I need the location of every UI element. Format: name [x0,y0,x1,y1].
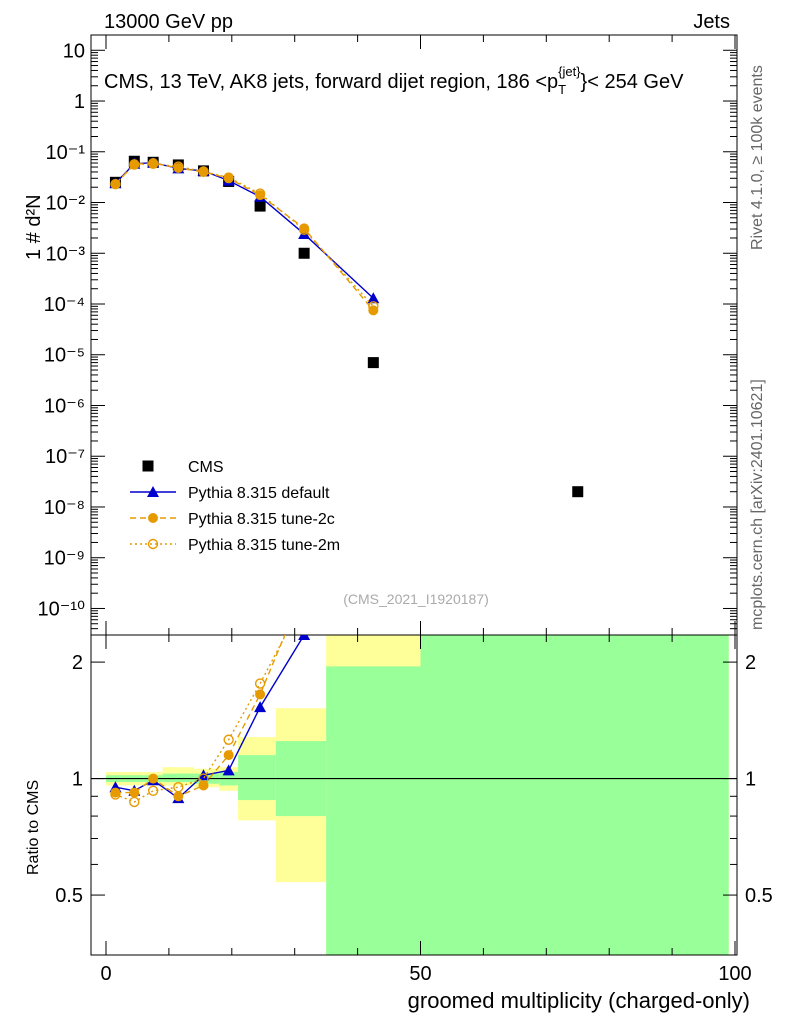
y-tick-label: 10⁻⁸ [44,497,85,519]
ratio-frame [90,634,738,956]
legend-marker [147,538,159,550]
series-point [198,166,209,177]
series-point [198,166,209,177]
series-point [298,224,310,235]
y-tick-label: 10⁻¹ [46,142,86,164]
series-point [254,188,266,199]
header-right: Jets [693,11,730,33]
series-point [298,227,311,239]
series-point [367,292,380,304]
legend-label: CMS [188,459,224,476]
y-tick-label: 10⁻⁷ [45,446,85,468]
ratio-point [148,773,159,784]
legend: CMS Pythia 8.315 default Pythia 8.315 tune… [130,459,340,554]
legend-marker [147,486,159,497]
ratio-tick-label-r: 2 [745,652,756,674]
series-point [129,159,140,170]
series-point [147,158,159,169]
y-tick-label: 10⁻¹⁰ [38,598,85,620]
cms-point [367,357,379,369]
series-point [368,301,379,312]
legend-label: Pythia 8.315 tune-2m [188,537,340,554]
ratio-point [198,773,209,784]
ratio-series [109,583,311,808]
cms-point [572,486,584,498]
ratio-tick-label-r: 0.5 [745,885,773,907]
ratio-point [223,750,234,761]
series-point [173,161,184,172]
x-axis-label: groomed multiplicity (charged-only) [408,988,750,1013]
ratio-tick-label-l: 1 [72,769,83,791]
x-tick-label: 100 [718,963,751,985]
ratio-point [299,583,309,593]
main-series [109,155,584,498]
band-green-8 [326,666,421,955]
ratio-axis-label: Ratio to CMS [25,780,42,875]
band-green-6 [238,755,276,801]
ratio-point [254,678,266,689]
title-main: CMS, 13 TeV, AK8 jets, forward dijet reg… [104,71,558,93]
x-tick-label: 0 [100,963,111,985]
y-tick-label: 10⁻³ [46,243,86,265]
series-point [110,178,121,190]
ratio-bands [106,635,729,955]
y-tick-label: 10⁻² [46,193,86,215]
ratio-tick-label-l: 0.5 [55,885,83,907]
legend-label: Pythia 8.315 default [188,485,330,502]
main-plot: 10 1 10⁻¹ 10⁻² 10⁻³ 10⁻⁴ 10⁻⁵ 10⁻⁶ 10⁻⁷ 10⁻⁸ 10⁻⁹ 1… [38,34,738,636]
series-line [114,163,374,307]
ratio-point [254,701,267,713]
ratio-tick-label-l: 2 [72,652,83,674]
y-tick-label: 10⁻⁴ [44,294,85,316]
series-line [114,161,374,299]
ratio-plot: 0 50 100 0.5 0.5 1 1 2 2 [55,583,773,985]
ratio-point [129,796,140,808]
title-sup: {jet} [558,64,581,79]
mcplots-label: mcplots.cern.ch [arXiv:2401.10621] [749,379,766,630]
title-sub: T [558,82,566,97]
series-point [223,172,234,183]
ratio-point [173,782,184,793]
x-tick-label: 50 [409,963,431,985]
cms-point [254,200,266,212]
y-axis-label: 1 # d²N [23,194,45,260]
y-tick-label: 10 [63,40,85,62]
y-tick-label: 10⁻⁵ [44,345,85,367]
legend-cms-marker [142,460,154,472]
y-tick-label: 10⁻⁶ [44,395,85,417]
ratio-point [129,787,140,798]
ratio-point [222,764,235,776]
ratio-point [300,595,309,604]
chart-title: CMS, 13 TeV, AK8 jets, forward dijet reg… [104,64,684,97]
rivet-label: Rivet 4.1.0, ≥ 100k events [749,65,766,250]
cms-point [298,247,310,259]
ratio-point [110,789,121,800]
ratio-tick-label-r: 1 [745,769,756,791]
ratio-point [223,734,234,745]
watermark: (CMS_2021_I1920187) [343,591,489,607]
ratio-point [298,635,311,640]
band-green-3 [162,773,195,782]
y-tick-label: 10⁻⁹ [44,548,85,570]
y-tick-label: 1 [74,91,85,113]
ratio-point [147,785,159,796]
legend-label: Pythia 8.315 tune-2c [188,511,335,528]
title-end: }< 254 GeV [581,71,685,93]
header-left: 13000 GeV pp [104,11,233,33]
ratio-line [115,635,287,803]
legend-marker [148,513,158,523]
ratio-point [173,791,184,802]
ratio-point [255,689,266,700]
series-point [129,159,140,170]
band-green-9 [420,635,729,955]
